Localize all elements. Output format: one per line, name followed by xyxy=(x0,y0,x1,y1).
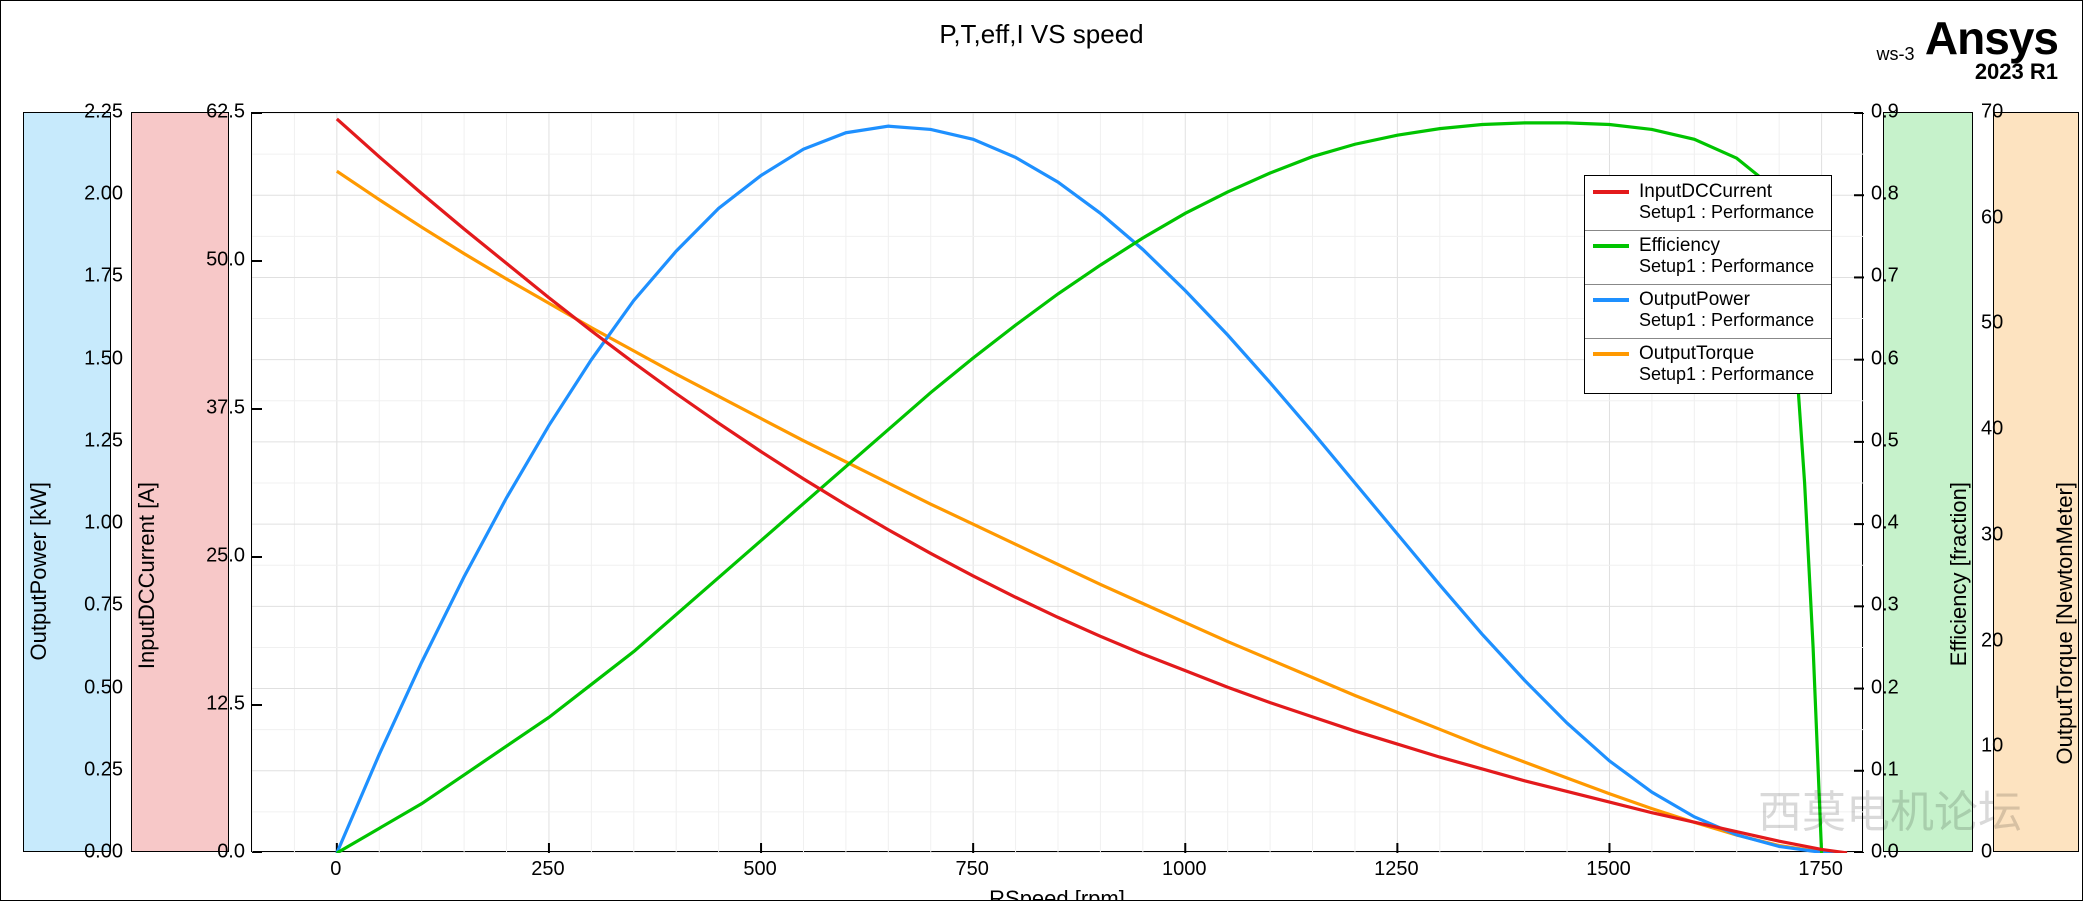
legend-label: Efficiency xyxy=(1639,235,1720,257)
chart-title: P,T,eff,I VS speed xyxy=(1,19,2082,50)
ansys-logo-text: Ansys xyxy=(1925,11,2058,65)
y-tick-output-torque: 70 xyxy=(1981,101,2003,124)
y-tick-efficiency: 0.1 xyxy=(1871,758,1899,781)
y-axis-label-output-torque: OutputTorque [NewtonMeter] xyxy=(2052,482,2078,764)
x-tick: 1500 xyxy=(1586,858,1631,881)
y-tick-output-torque: 10 xyxy=(1981,735,2003,758)
legend-item-OutputTorque[interactable]: OutputTorque xyxy=(1585,342,1831,366)
y-tick-output-torque: 50 xyxy=(1981,312,2003,335)
y-tick-output-power: 2.25 xyxy=(84,101,123,124)
legend-swatch xyxy=(1593,244,1629,248)
legend-box[interactable]: InputDCCurrentSetup1 : PerformanceEffici… xyxy=(1584,175,1832,394)
y-tick-output-torque: 30 xyxy=(1981,523,2003,546)
y-tick-output-torque: 40 xyxy=(1981,418,2003,441)
x-tick: 1750 xyxy=(1798,858,1843,881)
legend-sublabel: Setup1 : Performance xyxy=(1585,256,1831,281)
y-tick-output-power: 1.75 xyxy=(84,265,123,288)
legend-sublabel: Setup1 : Performance xyxy=(1585,310,1831,335)
y-tick-input-current: 62.5 xyxy=(206,101,245,124)
y-tick-efficiency: 0.4 xyxy=(1871,512,1899,535)
legend-item-InputDCCurrent[interactable]: InputDCCurrent xyxy=(1585,180,1831,204)
legend-label: InputDCCurrent xyxy=(1639,181,1772,203)
legend-sublabel: Setup1 : Performance xyxy=(1585,364,1831,389)
chart-page: P,T,eff,I VS speed ws-3 Ansys 2023 R1 Ou… xyxy=(0,0,2083,901)
y-tick-efficiency: 0.2 xyxy=(1871,676,1899,699)
y-tick-input-current: 0.0 xyxy=(217,841,245,864)
y-tick-output-power: 2.00 xyxy=(84,183,123,206)
legend-label: OutputPower xyxy=(1639,289,1750,311)
y-tick-output-power: 1.25 xyxy=(84,429,123,452)
y-tick-input-current: 37.5 xyxy=(206,397,245,420)
y-tick-output-power: 0.50 xyxy=(84,676,123,699)
y-tick-efficiency: 0.0 xyxy=(1871,841,1899,864)
x-tick: 1000 xyxy=(1162,858,1207,881)
y-tick-output-power: 0.75 xyxy=(84,594,123,617)
y-tick-efficiency: 0.3 xyxy=(1871,594,1899,617)
y-tick-input-current: 12.5 xyxy=(206,693,245,716)
axis-band-input-current: InputDCCurrent [A] xyxy=(131,112,229,852)
workspace-label: ws-3 xyxy=(1876,44,1914,65)
legend-swatch xyxy=(1593,190,1629,194)
x-tick: 500 xyxy=(743,858,776,881)
axis-band-output-power: OutputPower [kW] xyxy=(23,112,111,852)
y-axis-label-efficiency: Efficiency [fraction] xyxy=(1946,482,1972,666)
legend-item-OutputPower[interactable]: OutputPower xyxy=(1585,288,1831,312)
legend-item-Efficiency[interactable]: Efficiency xyxy=(1585,234,1831,258)
axis-band-output-torque: OutputTorque [NewtonMeter] xyxy=(1993,112,2079,852)
y-tick-output-torque: 20 xyxy=(1981,629,2003,652)
y-tick-efficiency: 0.8 xyxy=(1871,183,1899,206)
y-axis-label-input-current: InputDCCurrent [A] xyxy=(134,482,160,669)
axis-band-efficiency: Efficiency [fraction] xyxy=(1883,112,1973,852)
y-tick-output-torque: 0 xyxy=(1981,841,1992,864)
y-tick-output-power: 0.00 xyxy=(84,841,123,864)
legend-label: OutputTorque xyxy=(1639,343,1754,365)
x-tick: 250 xyxy=(531,858,564,881)
y-tick-output-power: 1.50 xyxy=(84,347,123,370)
x-tick: 1250 xyxy=(1374,858,1419,881)
y-tick-output-power: 1.00 xyxy=(84,512,123,535)
x-axis-label: RSpeed [rpm] xyxy=(989,886,1125,901)
y-tick-efficiency: 0.6 xyxy=(1871,347,1899,370)
legend-swatch xyxy=(1593,352,1629,356)
y-axis-label-output-power: OutputPower [kW] xyxy=(26,482,52,661)
brand-block: ws-3 Ansys 2023 R1 xyxy=(1876,11,2058,85)
legend-sublabel: Setup1 : Performance xyxy=(1585,202,1831,227)
legend-swatch xyxy=(1593,298,1629,302)
y-tick-output-power: 0.25 xyxy=(84,758,123,781)
x-tick: 0 xyxy=(330,858,341,881)
y-tick-input-current: 50.0 xyxy=(206,249,245,272)
y-tick-efficiency: 0.9 xyxy=(1871,101,1899,124)
x-tick: 750 xyxy=(955,858,988,881)
y-tick-efficiency: 0.5 xyxy=(1871,429,1899,452)
y-tick-efficiency: 0.7 xyxy=(1871,265,1899,288)
plot-area[interactable]: InputDCCurrentSetup1 : PerformanceEffici… xyxy=(251,112,1863,852)
y-tick-input-current: 25.0 xyxy=(206,545,245,568)
y-tick-output-torque: 60 xyxy=(1981,206,2003,229)
